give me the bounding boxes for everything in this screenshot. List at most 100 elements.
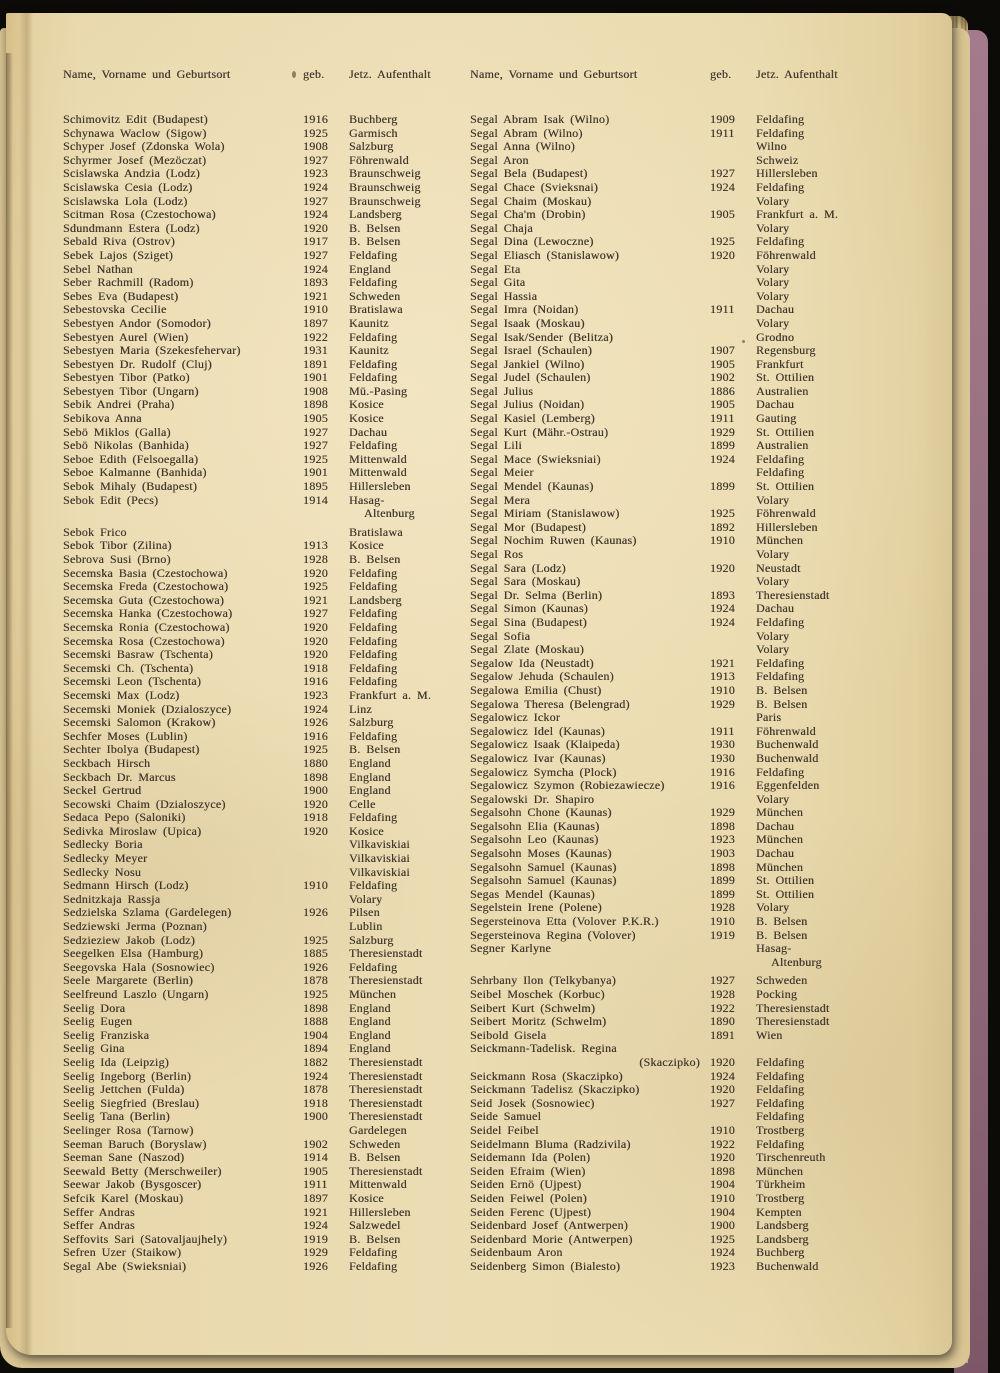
entry-name: Sedlecky Nosu	[63, 865, 142, 879]
entry-residence: Mittenwald	[349, 466, 407, 480]
register-row: Sebok Mihaly (Budapest) 1895 Hillersleben	[63, 479, 461, 494]
entry-birth-year: 1914	[303, 492, 328, 507]
entry-birth-year: 1917	[303, 234, 328, 249]
entry-residence: Buchberg	[756, 1246, 805, 1260]
entry-birth-year	[710, 793, 756, 807]
entry-name: Segalowicz Isaak (Klaipeda)	[470, 738, 620, 752]
entry-name: Seelfreund Laszlo (Ungarn)	[63, 988, 209, 1001]
entry-name: Segal Lili	[470, 439, 522, 453]
entry-name: Seboe Kalmanne (Banhida)	[63, 466, 207, 480]
register-row: Secemski Basraw (Tschenta) 1920 Feldafing	[63, 648, 461, 662]
entry-residence: Theresienstadt	[349, 1055, 423, 1069]
entry-residence: B. Belsen	[349, 235, 401, 249]
entry-name: Segersteinova Etta (Volover P.K.R.)	[470, 915, 659, 929]
register-row: Segal Judel (Schaulen) 1902 St. Ottilien	[470, 371, 874, 385]
entry-birth-year: 1927	[710, 973, 735, 988]
entry-name: Segalow Ida (Neustadt)	[470, 656, 594, 670]
entry-name: Sebö Nikolas (Banhida)	[63, 439, 189, 453]
entry-residence: Theresienstadt	[349, 1083, 423, 1097]
entry-birth-year: 1897	[303, 315, 328, 330]
entry-birth-year: 1926	[303, 959, 328, 974]
entry-birth-year: 1925	[710, 1231, 735, 1246]
entry-birth-year	[710, 942, 756, 956]
register-row: Secemska Hanka (Czestochowa) 1927 Feldafin…	[63, 607, 461, 621]
entry-birth-year: 1923	[303, 166, 328, 181]
entry-name: Segal Mendel (Kaunas)	[470, 480, 594, 494]
register-row: Seelig Dora 1898 England	[63, 1001, 461, 1016]
entry-residence: Vilkaviskiai	[349, 838, 410, 852]
entry-birth-year	[710, 494, 756, 508]
register-row: Segal Chaja Volary	[470, 222, 874, 236]
entry-residence: Braunschweig	[349, 194, 421, 208]
entry-birth-year: 1886	[710, 383, 735, 398]
register-row: Segal Aron Schweiz	[470, 154, 874, 168]
register-row: Sebö Miklos (Galla) 1927 Dachau	[63, 425, 461, 440]
entry-residence: Feldafing	[756, 1110, 805, 1124]
entry-residence: Feldafing	[349, 607, 398, 621]
entry-residence: Theresienstadt	[349, 974, 423, 988]
entry-residence: Feldafing	[349, 276, 398, 290]
entry-name: Seboe Edith (Felsoegalla)	[63, 452, 199, 466]
entry-birth-year: 1911	[710, 411, 735, 426]
ink-speck	[742, 340, 745, 343]
entry-birth-year	[710, 276, 756, 290]
register-row: Seelig Franziska 1904 England	[63, 1028, 461, 1043]
entry-name: Seibert Moritz (Schwelm)	[470, 1015, 607, 1029]
register-row: Secemski Salomon (Krakow) 1926 Salzburg	[63, 716, 461, 730]
entry-name: Segal Dr. Selma (Berlin)	[470, 588, 603, 602]
entry-name: Segal Jankiel (Wilno)	[470, 357, 585, 371]
register-row: Sefcik Karel (Moskau) 1897 Kosice	[63, 1190, 461, 1206]
entry-birth-year: 1880	[303, 755, 328, 770]
register-row: Segalowa Emilia (Chust) 1910 B. Belsen	[470, 683, 874, 698]
entry-birth-year	[303, 526, 349, 540]
register-row: Segal Sara (Lodz) 1920 Neustadt	[470, 561, 874, 576]
register-row: Seidemann Ida (Polen) 1920 Tirschenreuth	[470, 1151, 874, 1165]
entry-residence: Kempten	[756, 1205, 802, 1219]
entry-birth-year: 1922	[303, 329, 328, 344]
register-row: Seid Josek (Sosnowiec) 1927 Feldafing	[470, 1096, 874, 1111]
entry-birth-year: 1899	[710, 886, 735, 901]
entry-residence: Feldafing	[349, 330, 398, 344]
entry-birth-year: 1905	[710, 356, 735, 371]
entry-birth-year: 1904	[710, 1177, 735, 1192]
entry-name: Seelig Jettchen (Fulda)	[63, 1083, 185, 1097]
entry-name: Seffer Andras	[63, 1219, 135, 1233]
entry-residence: Feldafing	[756, 1137, 805, 1151]
entry-birth-year	[710, 711, 756, 725]
entry-name: Secemski Moniek (Dzialoszyce)	[63, 702, 232, 716]
entry-name: Seeman Sane (Naszod)	[63, 1151, 185, 1165]
register-row: Segal Anna (Wilno) Wilno	[470, 140, 874, 154]
entry-residence: B. Belsen	[756, 697, 808, 711]
entry-residence: Föhrenwald	[349, 153, 409, 167]
register-row: Seiden Feiwel (Polen) 1910 Trostberg	[470, 1191, 874, 1206]
entry-birth-year: 1908	[303, 383, 328, 398]
register-row: Sebrova Susi (Brno) 1928 B. Belsen	[63, 552, 461, 567]
entry-name: Segal Mera	[470, 493, 530, 507]
entry-birth-year: 1916	[303, 674, 328, 689]
entry-residence: Feldafing	[349, 960, 398, 974]
register-row: Seele Margarete (Berlin) 1878 Theresiensta…	[63, 974, 461, 988]
entry-birth-year: 1919	[303, 1231, 328, 1246]
entry-name: Seiden Feiwel (Polen)	[470, 1191, 587, 1205]
register-row: Secemska Guta (Czestochowa) 1921 Landsberg	[63, 593, 461, 608]
entry-birth-year: 1920	[303, 565, 328, 580]
entry-residence: Hasag-	[349, 493, 385, 507]
entry-residence: Feldafing	[756, 1083, 805, 1097]
entry-name: Segas Mendel (Kaunas)	[470, 887, 595, 901]
entry-residence: Neustadt	[756, 561, 801, 575]
register-row: Segal Sofia Volary	[470, 630, 874, 644]
entry-birth-year: 1898	[303, 769, 328, 784]
entry-name: Segalowa Emilia (Chust)	[470, 683, 602, 697]
entry-residence: Paris	[756, 711, 782, 725]
register-row: Segal Isak/Sender (Belitza) Grodno	[470, 331, 874, 345]
register-row: Seelig Eugen 1888 England	[63, 1015, 461, 1029]
entry-birth-year: 1897	[303, 1190, 328, 1205]
entry-name: Segal Cha'm (Drobin)	[470, 208, 586, 222]
entry-residence: München	[756, 806, 804, 820]
entry-name: Sednitzkaja Rassja	[63, 892, 161, 906]
entry-name: Seidenberg Simon (Bialesto)	[470, 1259, 621, 1273]
entry-name: Sebestyen Tibor (Patko)	[63, 371, 190, 385]
register-row: Sehrbany Ilon (Telkybanya) 1927 Schweden	[470, 974, 874, 988]
entry-residence: Feldafing	[349, 1259, 398, 1273]
entry-name: Segal Zlate (Moskau)	[470, 643, 584, 657]
